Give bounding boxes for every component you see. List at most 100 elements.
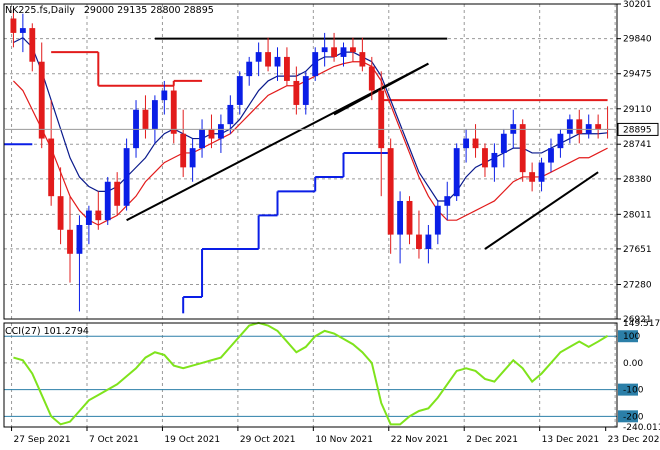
candle-body	[378, 90, 385, 149]
candle-body	[387, 148, 394, 235]
moving-average-blue	[13, 36, 608, 202]
y-tick-label: 28380	[623, 175, 652, 185]
candle-body	[227, 104, 234, 125]
trendline	[484, 171, 599, 250]
candle-body	[434, 205, 441, 235]
candle-body	[538, 162, 545, 182]
candle-body	[170, 90, 177, 134]
x-tick-label: 22 Nov 2021	[391, 435, 449, 445]
candle-body	[104, 181, 111, 221]
candle-body	[67, 229, 73, 254]
x-tick-label: 27 Sep 2021	[14, 435, 71, 445]
panel-y-tick-label: 100	[623, 332, 640, 342]
panel-level-box	[618, 383, 638, 396]
candle-body	[500, 133, 507, 153]
candle-body	[38, 61, 45, 139]
candle-body	[595, 124, 602, 129]
x-tick-label: 29 Oct 2021	[240, 435, 296, 445]
candle-body	[340, 47, 347, 57]
candle-body	[463, 138, 470, 149]
candle-body	[10, 18, 17, 33]
candle-body	[302, 76, 309, 105]
candle-body	[397, 200, 404, 235]
candle-body	[161, 90, 168, 101]
axis-labels: 30201 29840 29475 29110 28741 28380 28011 27651…	[4, 0, 660, 445]
cci-panel	[4, 321, 617, 426]
y-tick-label: 29110	[623, 105, 652, 115]
candle-body	[142, 109, 149, 129]
y-tick-label: 27280	[623, 281, 652, 291]
candle-body	[529, 172, 536, 182]
candle-body	[85, 210, 92, 225]
candle-body	[255, 52, 262, 62]
panel-y-tick-label: -240.0114	[623, 423, 660, 433]
chart-header: NK225.fs,Daily 29000 29135 28800 28895	[5, 5, 214, 16]
y-tick-label: 30201	[623, 0, 652, 10]
candle-body	[312, 52, 319, 77]
candle-body	[576, 119, 583, 134]
candle-body	[151, 100, 158, 129]
candle-body	[491, 152, 498, 168]
panel-y-tick-label: 0.00	[623, 359, 643, 369]
candle-body	[293, 80, 300, 105]
candle-body	[189, 148, 196, 168]
candle-body	[95, 210, 102, 221]
x-tick-label: 13 Dec 2021	[542, 435, 600, 445]
candle-body	[548, 148, 554, 163]
cci-label: CCI(27) 101.2794	[5, 326, 89, 337]
indicator-lines	[4, 36, 608, 314]
panel-y-tick-label: -200	[623, 412, 644, 422]
x-tick-label: 23 Dec 2021	[608, 435, 660, 445]
candle-body	[180, 133, 187, 168]
moving-average-red	[13, 61, 608, 226]
x-tick-label: 19 Oct 2021	[164, 435, 220, 445]
candle-body	[274, 56, 281, 67]
y-tick-label: 29840	[623, 35, 652, 45]
y-tick-label: 26921	[623, 315, 652, 325]
candle-body	[283, 56, 290, 81]
candle-body	[208, 128, 215, 139]
candle-body	[444, 196, 451, 206]
candle-body	[246, 61, 253, 77]
cci-line	[13, 321, 609, 426]
x-tick-label: 10 Nov 2021	[315, 435, 373, 445]
panel-level-box	[618, 410, 638, 423]
panel-level-box	[618, 330, 638, 343]
last-price-box	[617, 122, 659, 136]
candle-body	[331, 47, 338, 57]
candle-body	[217, 124, 224, 139]
candle-body	[368, 66, 375, 91]
candle-body	[350, 47, 356, 53]
candle-body	[359, 52, 366, 67]
candle-body	[114, 181, 121, 206]
candle-body	[406, 200, 413, 235]
candle-body	[236, 76, 243, 105]
panel-frame	[3, 322, 618, 428]
candle-body	[199, 128, 205, 149]
ohlc-header: 29000 29135 28800 28895	[84, 5, 214, 16]
x-tick-label: 2 Dec 2021	[466, 435, 518, 445]
candle-body	[19, 28, 26, 33]
candle-body	[425, 234, 432, 249]
y-tick-label: 27651	[623, 245, 652, 255]
candle-body	[566, 119, 573, 134]
candle-body	[416, 234, 422, 249]
candle-body	[321, 47, 328, 53]
y-tick-label: 28741	[623, 140, 652, 150]
candle-body	[76, 224, 83, 254]
candle-body	[48, 138, 55, 197]
candle-body	[482, 148, 488, 168]
candle-body	[557, 133, 564, 149]
y-tick-label: 29475	[623, 70, 652, 80]
panel-y-tick-label: -100	[623, 386, 644, 396]
candle-body	[472, 138, 479, 149]
candle-body	[453, 148, 460, 197]
symbol-label: NK225.fs,Daily	[5, 5, 75, 16]
candle-body	[57, 196, 64, 230]
last-price-label: 28895	[623, 125, 652, 135]
x-tick-label: 7 Oct 2021	[89, 435, 139, 445]
candle-body	[29, 28, 36, 62]
candle-body	[519, 124, 526, 173]
